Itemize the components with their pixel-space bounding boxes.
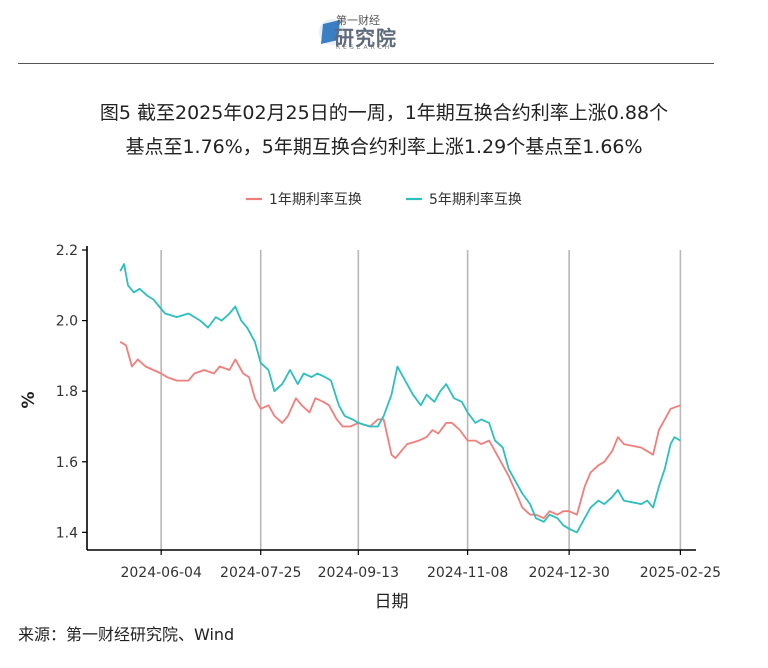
legend-label-2: 5年期利率互换 — [429, 191, 522, 208]
y-tick-label: 2.0 — [56, 314, 78, 330]
x-tick-label: 2024-06-04 — [120, 565, 201, 581]
y-tick-label: 1.4 — [56, 525, 78, 541]
series-line-1 — [119, 341, 681, 520]
y-axis-title: % — [19, 391, 39, 408]
figure-title: 图5 截至2025年02月25日的一周，1年期互换合约利率上涨0.88个 基点至… — [0, 96, 768, 164]
chart-series — [119, 263, 681, 534]
y-tick-label: 1.6 — [56, 455, 78, 471]
chart-axes: 1.4 1.6 1.8 2.0 2.2 2024-06-04 2024-07-25 2024-… — [19, 243, 721, 612]
chart-legend: 1年期利率互换 5年期利率互换 — [246, 191, 522, 208]
x-tick-label: 2024-11-08 — [427, 565, 508, 581]
line-chart: 1年期利率互换 5年期利率互换 1.4 1.6 1.8 2.0 2.2 2024-06-04… — [19, 191, 721, 612]
x-tick-label: 2024-07-25 — [220, 565, 301, 581]
chart-grid — [160, 250, 682, 550]
logo-top-text: 第一财经 — [336, 14, 380, 27]
logo — [318, 8, 428, 54]
figure-title-line-2: 基点至1.76%，5年期互换合约利率上涨1.29个基点至1.66% — [125, 136, 643, 158]
y-tick-label: 1.8 — [56, 384, 78, 400]
x-axis-title: 日期 — [375, 592, 409, 612]
y-tick-label: 2.2 — [56, 243, 78, 259]
x-tick-label: 2024-12-30 — [528, 565, 609, 581]
figure-title-line-1: 图5 截至2025年02月25日的一周，1年期互换合约利率上涨0.88个 — [99, 102, 669, 124]
source-note: 来源：第一财经研究院、Wind — [18, 625, 235, 644]
logo-main-text: 研究院 — [334, 26, 397, 50]
series-line-2 — [119, 263, 681, 534]
logo-sub-text: RESEARCH — [336, 44, 393, 51]
logo-book-icon — [319, 19, 345, 45]
x-tick-label: 2024-09-13 — [318, 565, 399, 581]
x-tick-label: 2025-02-25 — [640, 565, 721, 581]
legend-label-1: 1年期利率互换 — [269, 191, 362, 208]
header-divider — [18, 63, 714, 64]
